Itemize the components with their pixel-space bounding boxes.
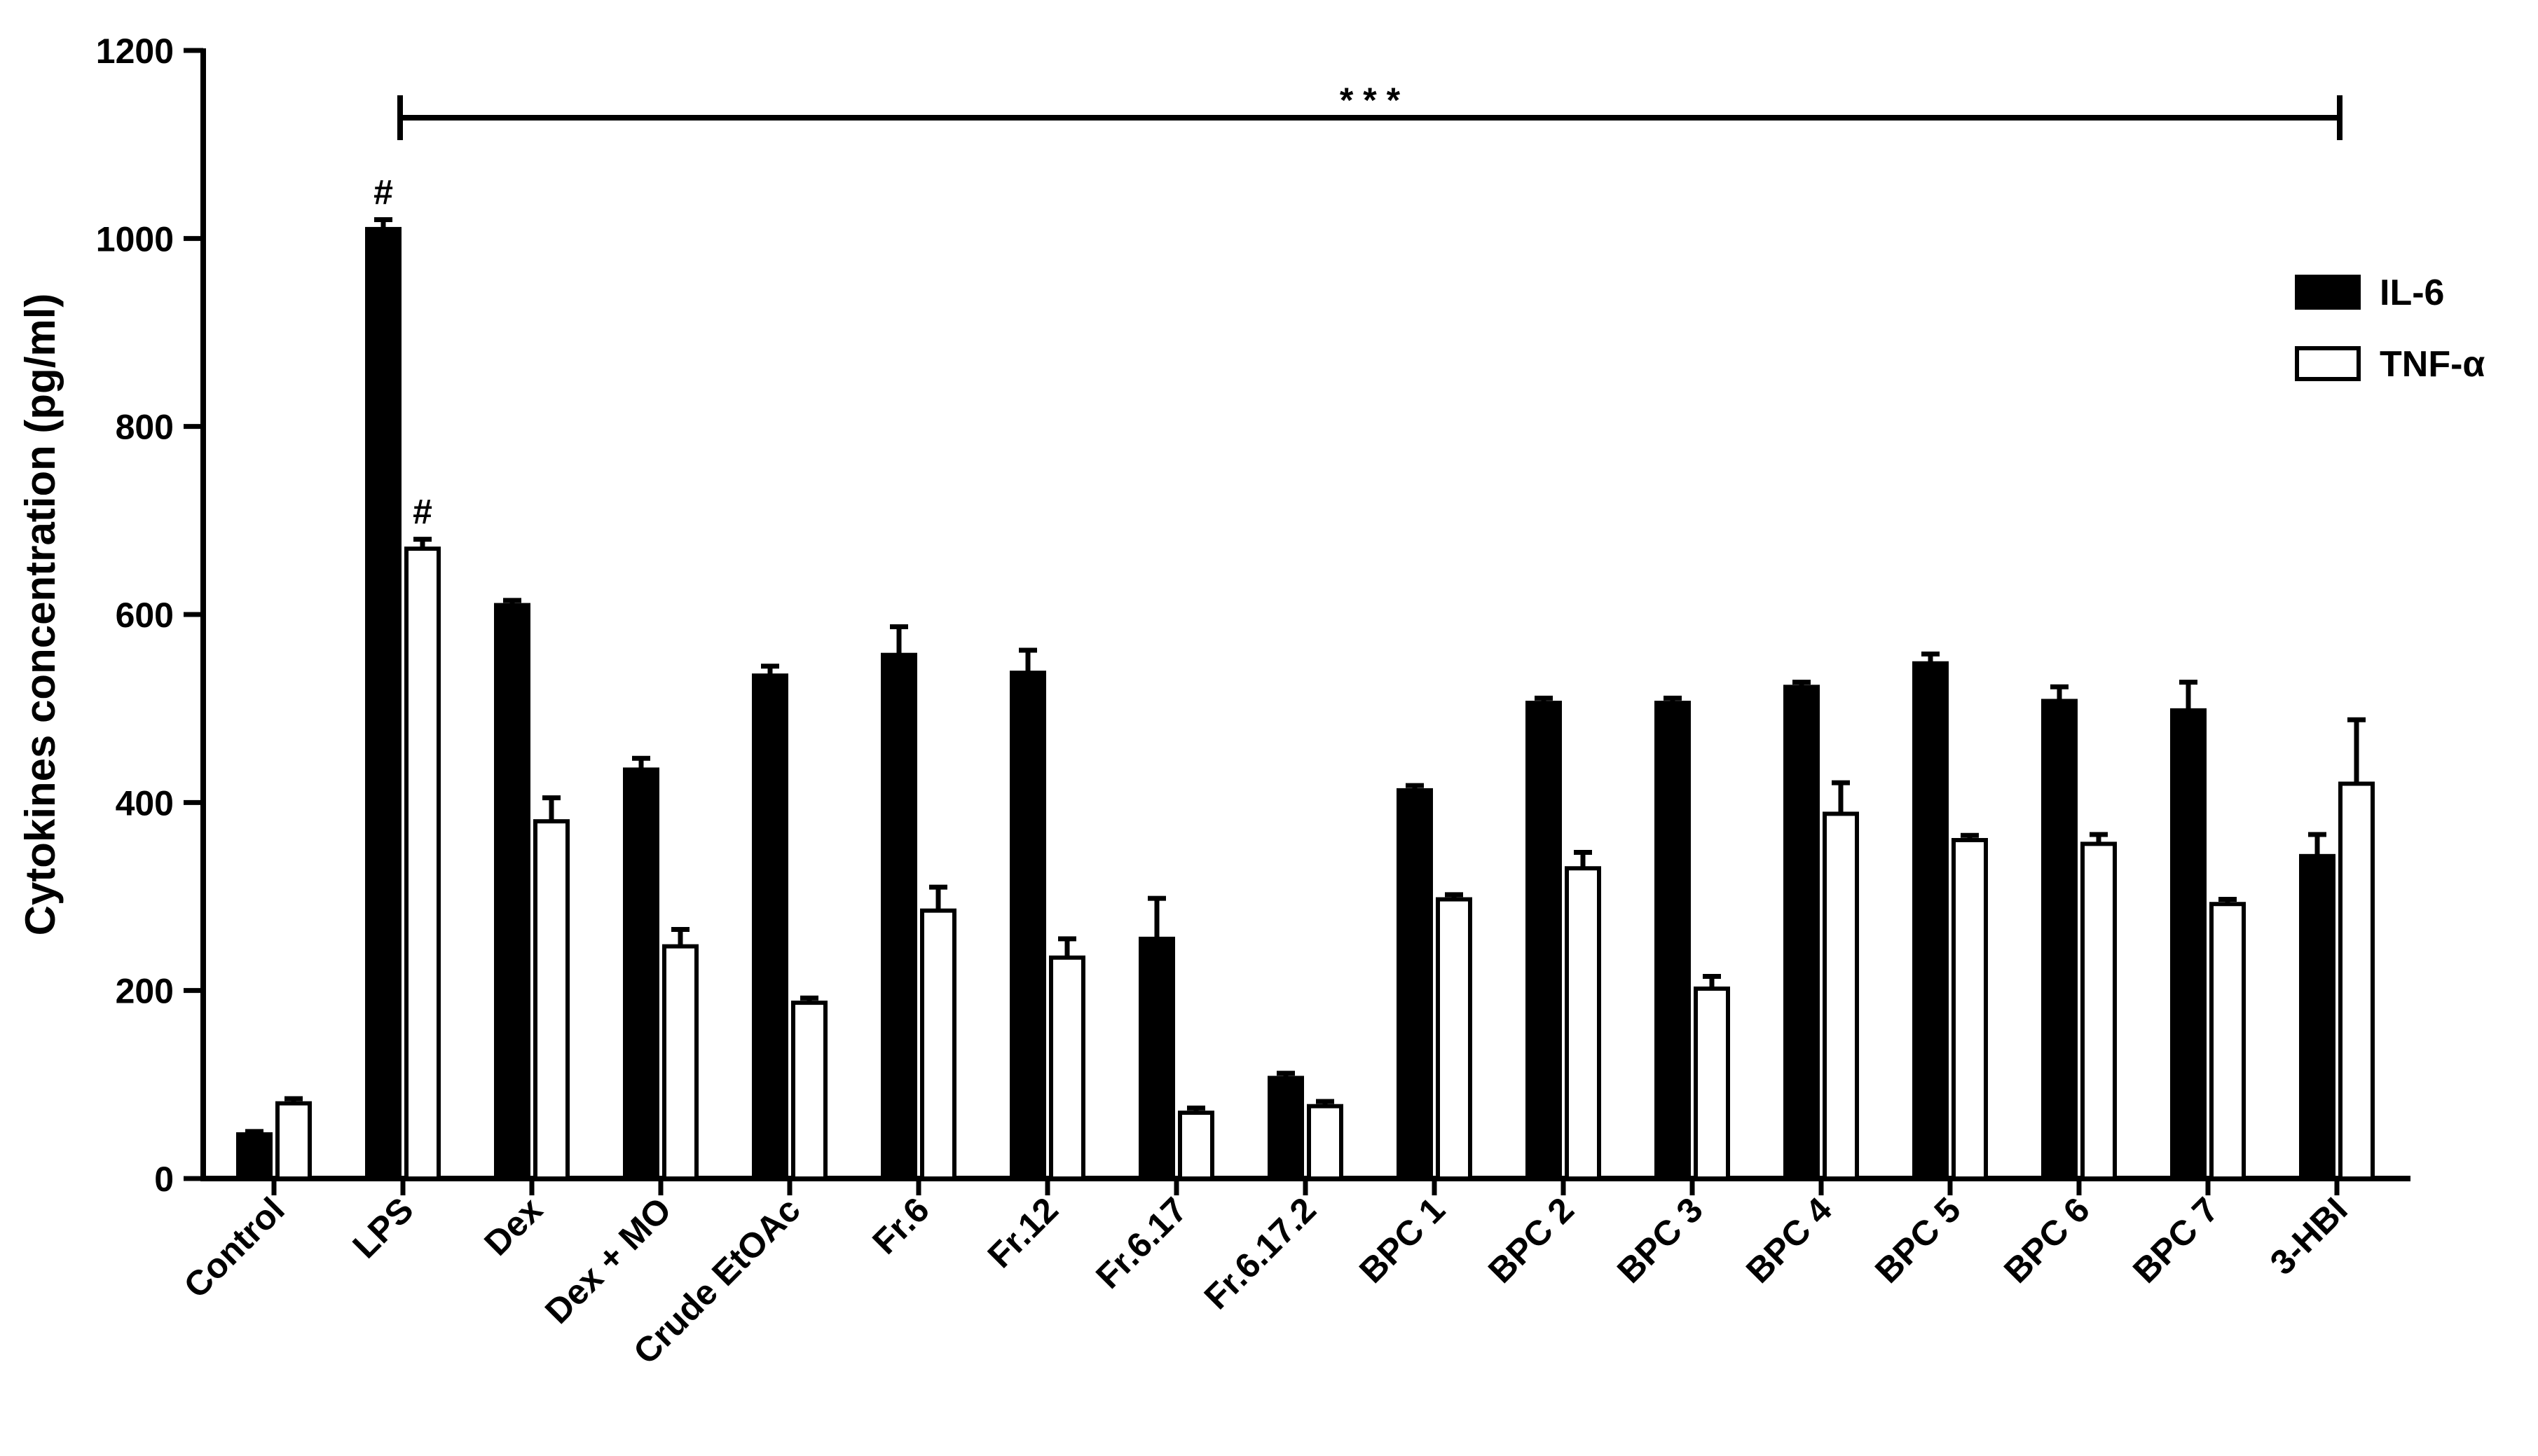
bar	[2209, 902, 2246, 1181]
bar	[1783, 685, 1820, 1181]
category-label: Dex	[476, 1190, 550, 1263]
category-label: BPC 7	[2125, 1190, 2226, 1291]
category-label: 3-HBI	[2263, 1190, 2355, 1282]
bar	[1397, 788, 1433, 1181]
category-label: Fr.6.17.2	[1197, 1190, 1324, 1317]
category-label: BPC 6	[1996, 1190, 2097, 1291]
y-tick-label: 1200	[96, 32, 174, 71]
significance-label: * * *	[1340, 81, 1401, 120]
bar	[2041, 699, 2078, 1181]
bar	[404, 547, 441, 1181]
y-tick-label: 600	[116, 596, 174, 635]
bar	[1049, 955, 1085, 1181]
bar	[1139, 936, 1175, 1181]
category-label: BPC 3	[1610, 1190, 1710, 1291]
bar	[275, 1101, 312, 1181]
bar	[1178, 1111, 1214, 1181]
bar	[1912, 661, 1949, 1181]
category-label: Dex + MO	[537, 1190, 679, 1331]
y-tick-label: 200	[116, 972, 174, 1011]
bar	[881, 652, 917, 1181]
y-tick-label: 800	[116, 408, 174, 447]
bar	[1525, 701, 1562, 1181]
bar	[791, 1001, 828, 1181]
y-tick-label: 400	[116, 783, 174, 823]
category-label: Fr.6	[865, 1190, 936, 1261]
category-label: LPS	[345, 1190, 420, 1265]
y-tick-label: 1000	[96, 219, 174, 259]
bar	[1823, 811, 1859, 1181]
category-label: BPC 2	[1481, 1190, 1582, 1291]
category-label: Fr.6.17	[1088, 1190, 1195, 1296]
bar	[1307, 1104, 1343, 1181]
bar	[662, 944, 699, 1181]
y-axis-title: Cytokines concentration (pg/ml)	[17, 294, 64, 936]
bar	[2170, 708, 2207, 1181]
bar	[2299, 853, 2335, 1181]
bar	[752, 673, 788, 1181]
legend-label: IL-6	[2380, 273, 2444, 313]
category-label: Fr.12	[980, 1190, 1066, 1275]
bar	[1951, 838, 1988, 1181]
bar	[1565, 866, 1601, 1181]
bars	[236, 217, 2375, 1181]
bar	[533, 819, 570, 1181]
bar	[1654, 701, 1691, 1181]
bar	[920, 908, 956, 1181]
legend-label: TNF-α	[2380, 344, 2485, 385]
bar	[494, 603, 530, 1181]
bar	[236, 1132, 273, 1181]
bar	[2338, 781, 2375, 1181]
hash-marker: #	[413, 493, 432, 532]
x-axis	[200, 1176, 2410, 1195]
bar	[1268, 1076, 1304, 1181]
bar	[623, 767, 659, 1181]
annotations: * * * # #	[373, 81, 2342, 532]
bar	[2080, 842, 2117, 1181]
bar	[1436, 897, 1472, 1181]
legend-swatch	[2295, 346, 2361, 381]
hash-marker: #	[373, 173, 393, 212]
category-label: BPC 4	[1738, 1190, 1839, 1291]
bar	[1694, 986, 1730, 1181]
bar	[365, 226, 402, 1181]
category-label: BPC 1	[1352, 1190, 1453, 1291]
category-label: Control	[177, 1190, 292, 1305]
y-axis: 0 200 400 600 800 1000 1200	[96, 32, 206, 1199]
bar	[1010, 671, 1046, 1181]
y-tick-label: 0	[154, 1160, 174, 1199]
legend: IL-6 TNF-α	[2295, 273, 2485, 385]
category-label: BPC 5	[1867, 1190, 1968, 1291]
legend-swatch	[2295, 275, 2361, 310]
